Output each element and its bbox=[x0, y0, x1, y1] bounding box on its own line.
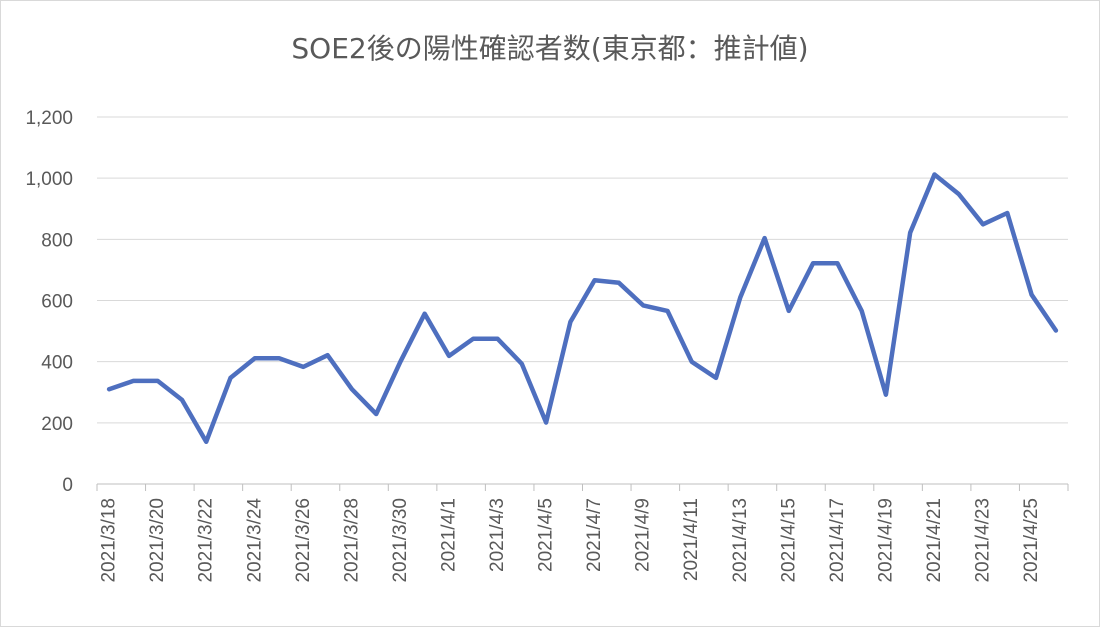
x-axis-ticks: 2021/3/18 2021/3/20 2021/3/22 2021/3/24 2021… bbox=[99, 498, 1042, 583]
x-tick-label: 2021/4/19 bbox=[875, 498, 896, 583]
x-tick-label: 2021/4/9 bbox=[633, 498, 654, 572]
series-line bbox=[106, 172, 1059, 445]
y-tick-label: 1,200 bbox=[25, 108, 73, 129]
y-tick-label: 0 bbox=[62, 475, 73, 496]
x-tick-label: 2021/4/17 bbox=[827, 498, 848, 583]
y-tick-label: 400 bbox=[41, 353, 73, 374]
x-tick-label: 2021/3/18 bbox=[99, 498, 120, 583]
y-axis-ticks: 0 200 400 600 800 1,000 1,200 bbox=[25, 108, 73, 496]
x-tick-label: 2021/3/28 bbox=[341, 498, 362, 583]
x-tick-label: 2021/4/23 bbox=[973, 498, 994, 583]
y-tick-label: 1,000 bbox=[25, 169, 73, 190]
x-tick-label: 2021/4/21 bbox=[924, 498, 945, 583]
x-tick-label: 2021/4/25 bbox=[1021, 498, 1042, 583]
x-tick-label: 2021/4/3 bbox=[487, 498, 508, 572]
y-tick-label: 600 bbox=[41, 292, 73, 313]
y-tick-label: 800 bbox=[41, 230, 73, 251]
x-tick-label: 2021/3/30 bbox=[390, 498, 411, 583]
x-tick-label: 2021/4/7 bbox=[584, 498, 605, 572]
x-tick-label: 2021/4/5 bbox=[536, 498, 557, 572]
x-tick-label: 2021/3/26 bbox=[293, 498, 314, 583]
x-tick-label: 2021/4/11 bbox=[681, 498, 702, 581]
series-layer bbox=[106, 172, 1059, 445]
x-tick-label: 2021/4/15 bbox=[778, 498, 799, 583]
y-tick-label: 200 bbox=[41, 414, 73, 435]
x-tick-label: 2021/3/20 bbox=[147, 498, 168, 583]
x-tick-label: 2021/3/24 bbox=[244, 498, 265, 583]
x-tick-label: 2021/4/13 bbox=[730, 498, 751, 583]
x-tick-label: 2021/4/1 bbox=[438, 498, 459, 572]
gridlines bbox=[96, 116, 1069, 491]
chart-title: SOE2後の陽性確認者数(東京都：推計値) bbox=[291, 32, 809, 65]
x-tick-label: 2021/3/22 bbox=[196, 498, 217, 583]
